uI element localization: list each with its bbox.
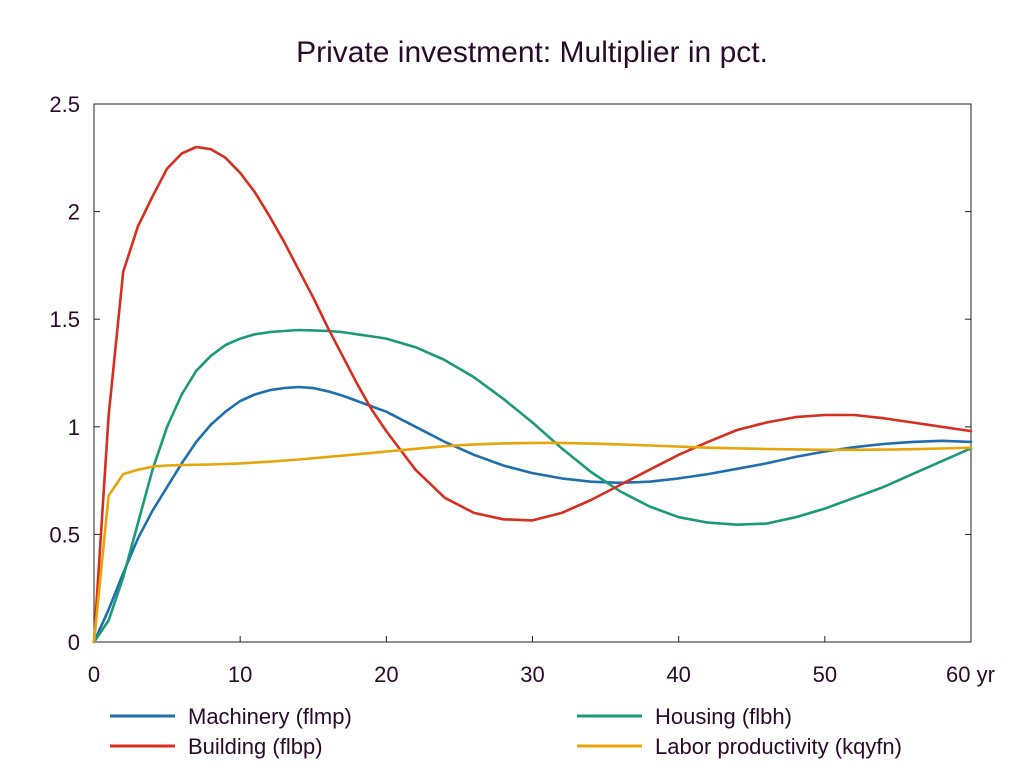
plot-area-frame	[93, 103, 972, 643]
series-line-0	[92, 385, 973, 644]
x-tick-label: 50	[813, 662, 837, 687]
series-line-1	[92, 328, 973, 644]
y-tick-label: 2	[68, 200, 80, 225]
series-lines	[92, 145, 973, 644]
axis-ticks: 0 0.5 1 1.5 2 2.5 0 10 20 30 40 50 60 yr	[49, 92, 995, 687]
legend-label-3: Labor productivity (kqyfn)	[655, 734, 902, 759]
legend: Machinery (flmp) Building (flbp) Housing (…	[110, 704, 902, 759]
y-tick-label: 0	[68, 630, 80, 655]
x-tick-label: 30	[520, 662, 544, 687]
y-tick-label: 1.5	[49, 307, 80, 332]
x-tick-label: 40	[666, 662, 690, 687]
series-line-2	[92, 145, 973, 644]
legend-label-2: Building (flbp)	[188, 734, 323, 759]
legend-label-1: Housing (flbh)	[655, 704, 792, 729]
series-line-3	[92, 441, 973, 644]
x-tick-label: 20	[374, 662, 398, 687]
x-tick-label: 0	[88, 662, 100, 687]
y-tick-label: 2.5	[49, 92, 80, 117]
chart-title: Private investment: Multiplier in pct.	[296, 36, 768, 69]
y-tick-label: 0.5	[49, 522, 80, 547]
x-tick-label: 60 yr	[946, 662, 995, 687]
legend-label-0: Machinery (flmp)	[188, 704, 352, 729]
x-tick-label: 10	[228, 662, 252, 687]
y-tick-label: 1	[68, 415, 80, 440]
